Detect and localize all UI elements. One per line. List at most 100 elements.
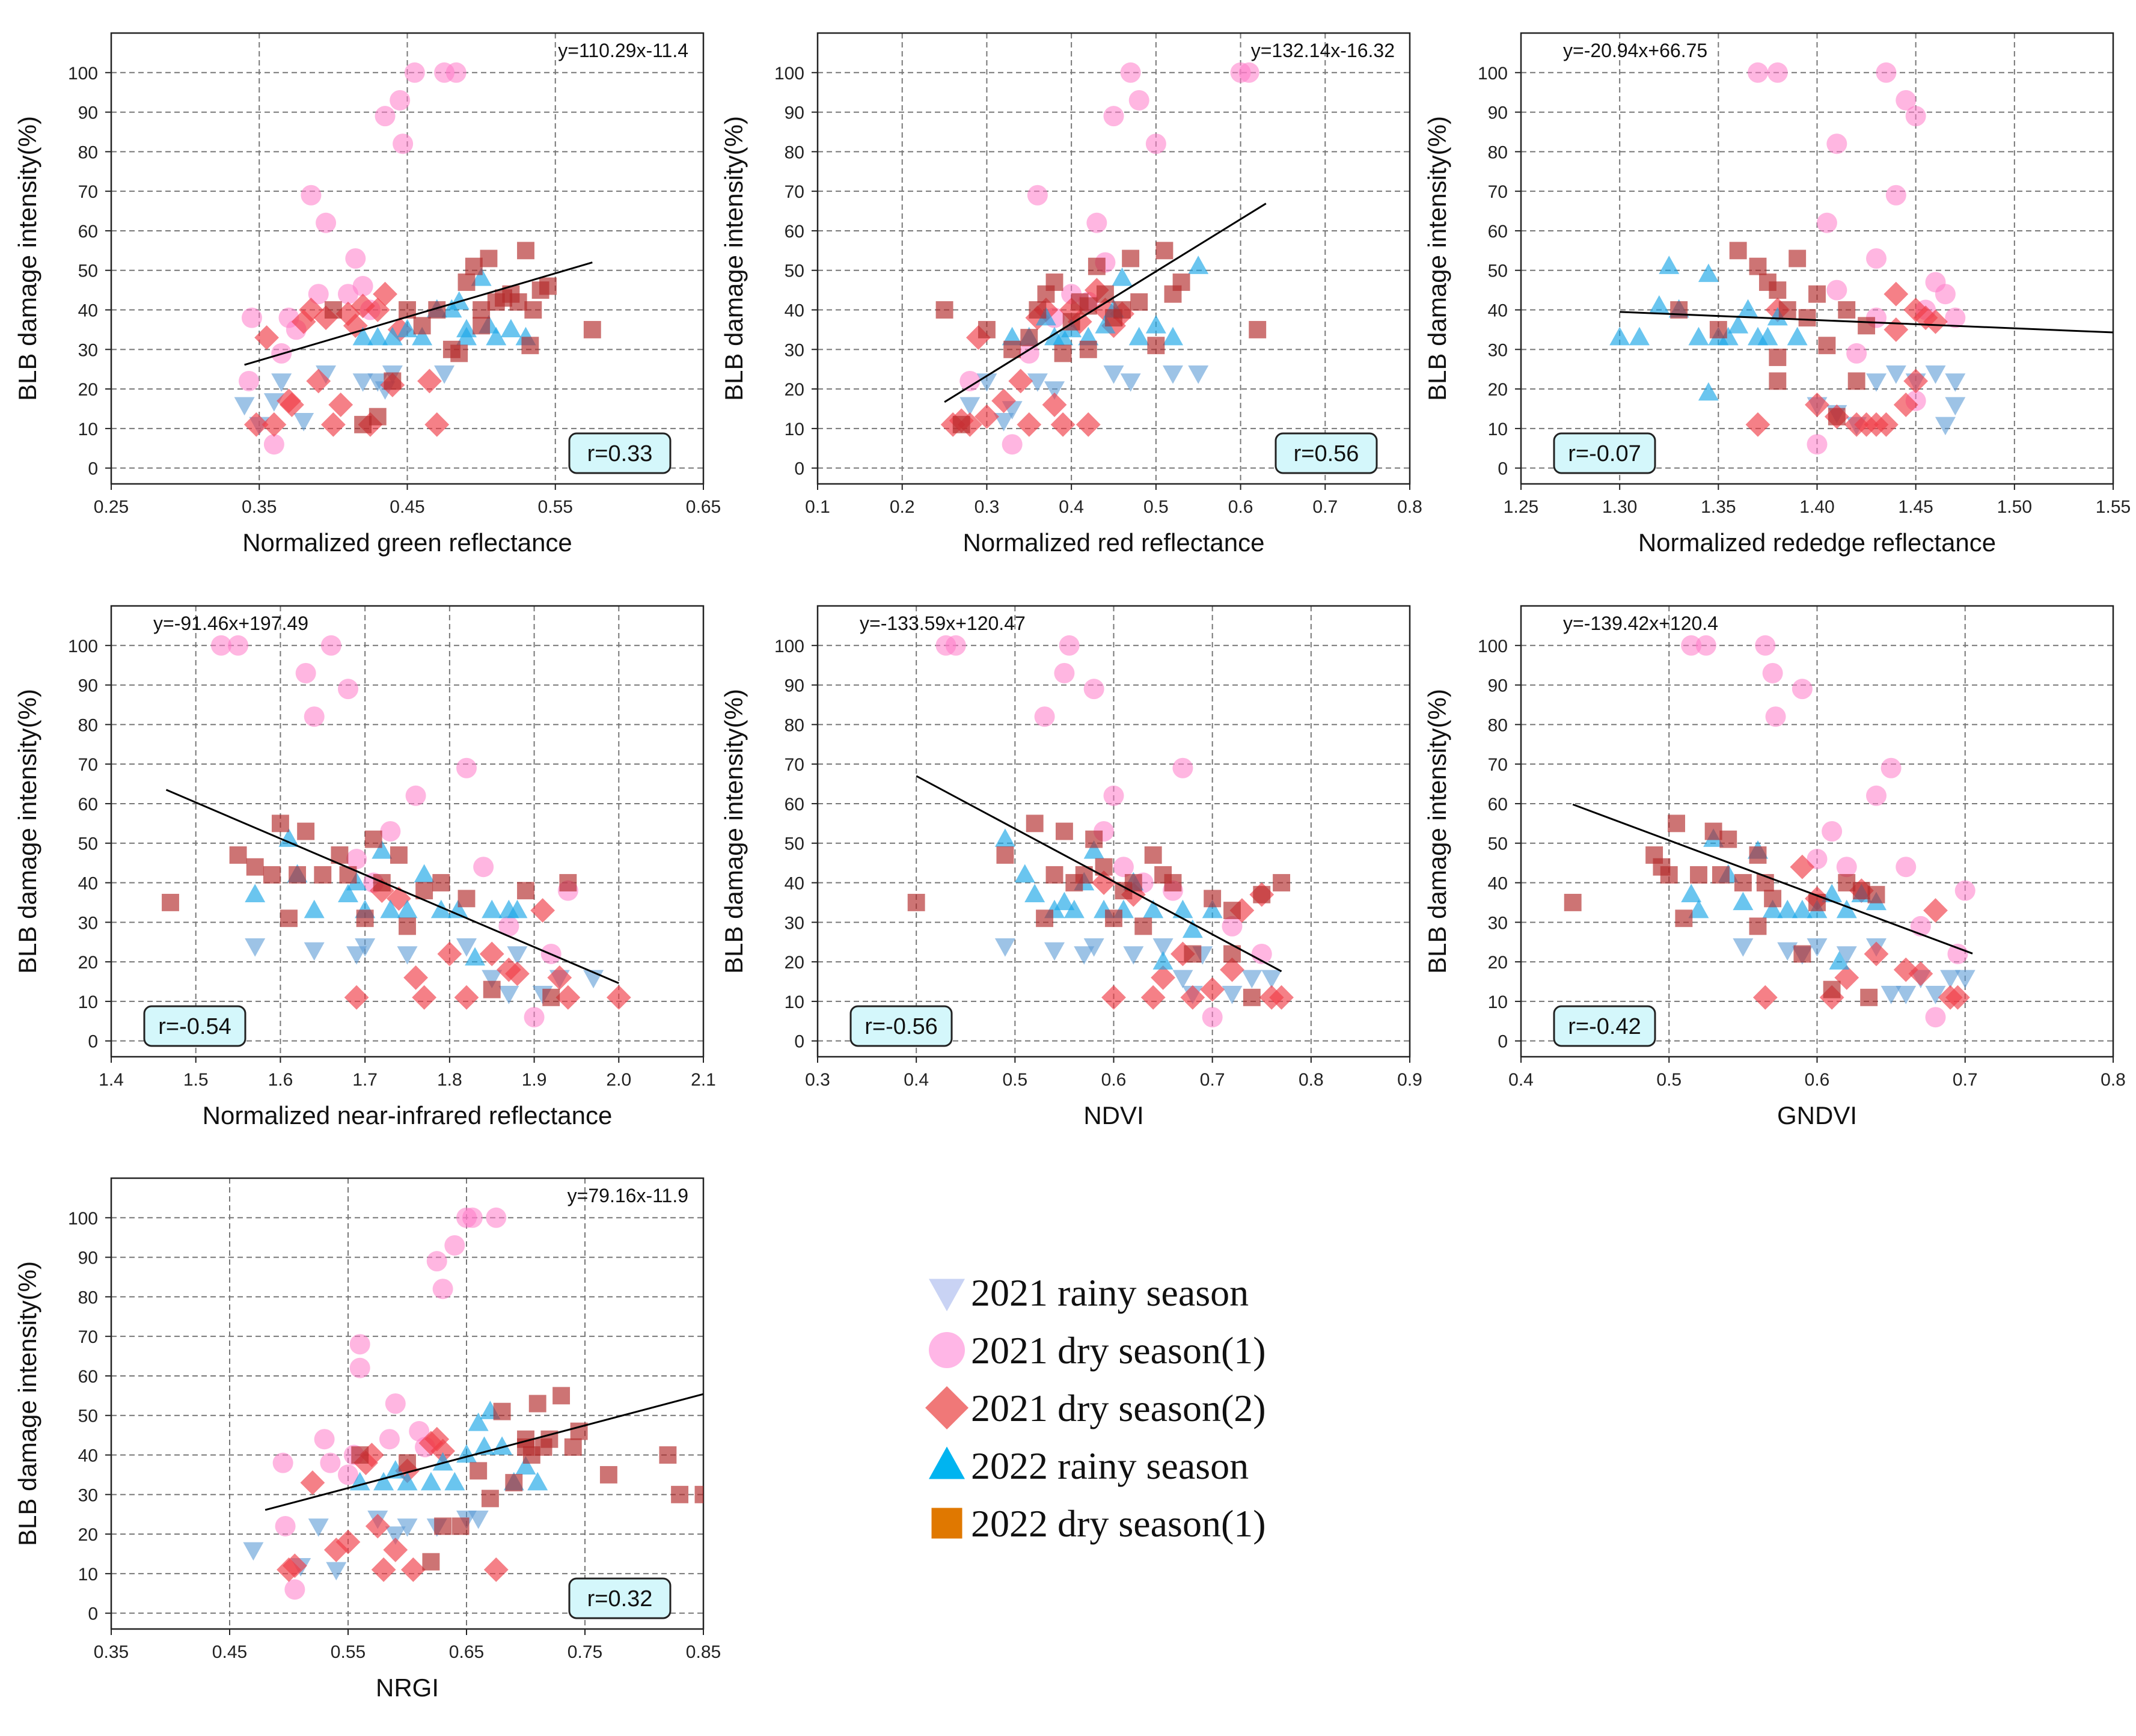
x-tick-label: 0.8 [1299, 1070, 1324, 1090]
x-tick-label: 0.3 [805, 1070, 830, 1090]
y-tick-label: 50 [785, 834, 804, 854]
x-tick-label: 2.0 [606, 1070, 631, 1090]
data-point [1734, 874, 1752, 891]
y-tick-label: 80 [78, 142, 98, 162]
y-tick-label: 20 [785, 380, 804, 400]
data-point [564, 1438, 582, 1456]
y-tick-label: 10 [78, 1565, 98, 1585]
data-point [959, 370, 981, 391]
legend-label: 2021 dry season(2) [971, 1387, 1266, 1429]
y-tick-label: 60 [785, 222, 804, 242]
data-point [1152, 938, 1174, 957]
data-point [228, 635, 249, 656]
data-point [1945, 373, 1966, 392]
r-value-box [849, 1005, 953, 1047]
data-point [1836, 946, 1857, 965]
data-point [393, 133, 414, 154]
x-tick-label: 0.35 [242, 497, 277, 517]
data-point [470, 1462, 488, 1480]
data-point [1793, 945, 1811, 963]
data-point [1055, 822, 1073, 840]
legend-label: 2022 rainy season [971, 1444, 1249, 1487]
data-point [434, 1517, 452, 1535]
y-tick-label: 10 [785, 992, 804, 1012]
data-point [1787, 326, 1808, 346]
data-point [399, 917, 416, 935]
data-point [1054, 662, 1075, 683]
data-point [1818, 337, 1836, 355]
data-point [375, 106, 396, 127]
data-point [432, 1279, 453, 1300]
x-axis-label: Normalized red reflectance [963, 528, 1265, 557]
y-tick-label: 40 [78, 1446, 98, 1466]
data-point [542, 988, 560, 1006]
legend-item: 2021 dry season(2) [925, 1386, 1266, 1429]
data-point [1044, 942, 1065, 961]
data-point [1018, 343, 1039, 364]
data-point [1238, 62, 1259, 83]
data-point [1076, 412, 1101, 437]
x-tick-label: 0.55 [538, 497, 573, 517]
data-point [524, 301, 542, 319]
data-point [1688, 326, 1709, 346]
data-point [1745, 412, 1770, 437]
data-point [1054, 344, 1072, 362]
data-point [335, 1529, 361, 1554]
data-point [1086, 212, 1107, 233]
data-point [1088, 257, 1106, 275]
data-point [1847, 372, 1865, 390]
data-point [1079, 297, 1097, 315]
data-point [349, 1357, 370, 1378]
y-tick-label: 90 [78, 676, 98, 696]
y-tick-label: 0 [1498, 459, 1508, 479]
data-point [403, 965, 428, 990]
data-point [500, 319, 521, 338]
data-point [1737, 299, 1758, 318]
data-point [351, 1446, 369, 1464]
data-point [493, 1402, 511, 1420]
y-axis-label: BLB damage intensity(%) [720, 689, 748, 974]
y-tick-label: 90 [785, 103, 804, 123]
data-point [328, 393, 353, 417]
y-axis-label: BLB damage intensity(%) [13, 1261, 41, 1546]
y-tick-label: 40 [1488, 301, 1508, 321]
data-point [1140, 985, 1166, 1010]
x-tick-label: 1.55 [2096, 497, 2131, 517]
data-point [1020, 329, 1038, 347]
data-point [1241, 970, 1262, 989]
data-point [996, 846, 1014, 864]
data-point [234, 397, 255, 416]
r-value-label: r=-0.56 [864, 1014, 937, 1039]
data-point [521, 337, 539, 355]
r-value-label: r=0.56 [1294, 441, 1359, 466]
data-point [1880, 985, 1902, 1004]
data-point [1017, 412, 1042, 437]
data-point [993, 412, 1014, 432]
legend-label: 2022 dry season(1) [971, 1502, 1266, 1545]
data-point [397, 946, 418, 965]
data-point [282, 1553, 307, 1579]
legend-marker-icon [925, 1386, 969, 1429]
x-tick-label: 0.55 [331, 1642, 366, 1662]
y-tick-label: 30 [785, 913, 804, 933]
x-axis-label: Normalized rededge reflectance [1638, 528, 1996, 557]
data-point [1151, 965, 1175, 990]
y-tick-label: 10 [1488, 420, 1508, 439]
scatter-plot-7: 0.35 0.45 0.55 0.65 0.75 0.85 0 10 20 30 40 50 60 70 8… [13, 1177, 721, 1702]
data-point [314, 1429, 335, 1450]
data-point [316, 212, 337, 233]
data-point [1113, 857, 1134, 878]
data-point [355, 938, 376, 957]
data-point [454, 985, 479, 1010]
y-tick-label: 0 [794, 1032, 804, 1052]
data-point [978, 320, 996, 338]
y-tick-label: 60 [78, 795, 98, 815]
scatter-plot-3: 1.25 1.30 1.35 1.40 1.45 1.50 1.55 0 10 20 30 40 50 6… [1423, 32, 2131, 557]
legend-item: 2022 rainy season [929, 1444, 1249, 1487]
data-point [1769, 349, 1787, 366]
data-point [271, 815, 289, 833]
y-tick-label: 60 [1488, 795, 1508, 815]
data-point [1172, 274, 1190, 291]
data-point [465, 257, 483, 275]
y-tick-label: 30 [78, 1485, 98, 1505]
